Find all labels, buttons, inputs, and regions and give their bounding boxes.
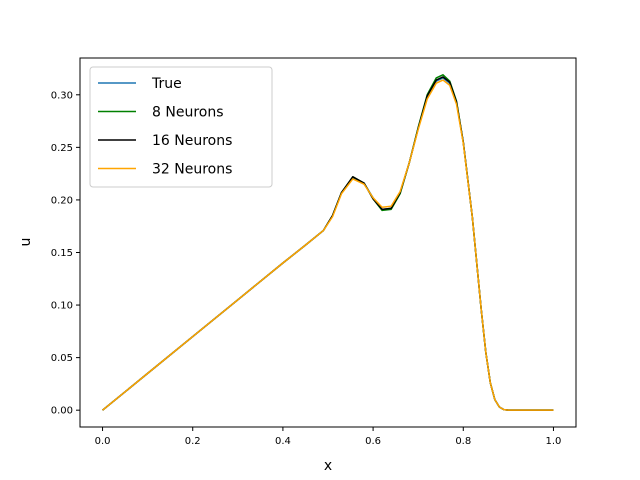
legend-label: 32 Neurons (152, 162, 232, 178)
legend-label: 16 Neurons (152, 133, 232, 149)
x-axis-label: x (324, 458, 332, 474)
legend-label: True (151, 76, 182, 92)
y-axis: 0.00 0.05 0.10 0.15 0.20 0.25 0.30 (51, 90, 80, 417)
y-tick-label: 0.30 (51, 90, 73, 101)
x-tick-label: 0.0 (95, 436, 111, 447)
x-tick-label: 0.6 (365, 436, 381, 447)
legend: True 8 Neurons 16 Neurons 32 Neurons (89, 66, 273, 188)
legend-label: 8 Neurons (152, 105, 224, 121)
y-tick-label: 0.20 (51, 195, 73, 206)
y-tick-label: 0.15 (51, 248, 73, 259)
x-tick-label: 0.4 (275, 436, 291, 447)
series-line-32-neurons (102, 79, 554, 411)
plot-lines (102, 74, 554, 411)
y-tick-label: 0.10 (51, 301, 73, 312)
x-tick-label: 0.2 (185, 436, 201, 447)
x-tick-label: 1.0 (546, 436, 562, 447)
y-tick-label: 0.00 (51, 406, 73, 417)
plot-frame (79, 57, 577, 428)
y-tick-label: 0.05 (51, 353, 73, 364)
y-axis-label: u (18, 238, 34, 247)
x-axis: 0.0 0.2 0.4 0.6 0.8 1.0 (95, 427, 562, 447)
y-tick-label: 0.25 (51, 143, 73, 154)
legend-box (89, 66, 273, 188)
x-tick-label: 0.8 (455, 436, 471, 447)
